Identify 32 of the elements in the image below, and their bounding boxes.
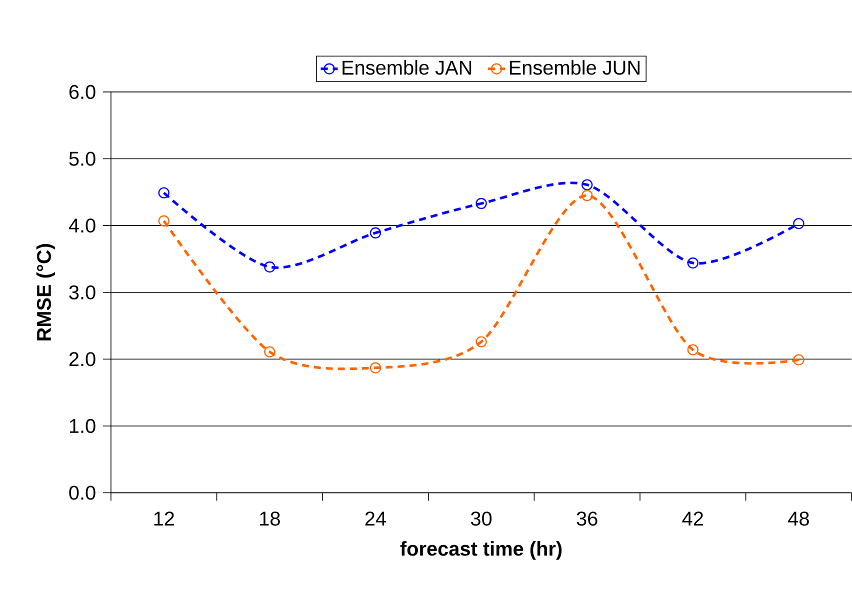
y-tick-label: 6.0 <box>69 85 96 100</box>
legend-label: Ensemble JUN <box>510 60 640 75</box>
y-tick-label: 4.0 <box>68 218 96 233</box>
point <box>793 218 804 230</box>
x-tick-label: 30 <box>470 512 492 526</box>
y-tick-label: 1.0 <box>70 419 96 434</box>
point <box>158 215 170 227</box>
x-axis-title: forecast time (hr) <box>400 541 562 560</box>
x-tick-label: 18 <box>260 512 280 526</box>
x-tick-label: 48 <box>788 512 809 526</box>
point <box>476 198 487 210</box>
y-tick-label: 3.0 <box>69 285 96 300</box>
point <box>370 362 382 374</box>
point <box>687 344 698 356</box>
point <box>264 346 276 358</box>
point <box>581 190 593 202</box>
legend-label: Ensemble JAN <box>342 60 472 75</box>
point <box>687 258 698 269</box>
y-tick-label: 2.0 <box>69 352 96 366</box>
x-tick-label: 36 <box>576 512 598 526</box>
point <box>793 354 804 366</box>
x-tick-label: 42 <box>682 512 703 526</box>
y-axis-title: RMSE (°C) <box>36 244 55 341</box>
point <box>264 262 276 273</box>
y-tick-label: 5.0 <box>69 152 96 166</box>
x-tick-label: 24 <box>365 512 386 526</box>
point <box>581 179 593 191</box>
point <box>370 227 382 239</box>
point <box>158 187 170 199</box>
y-tick-label: 0.0 <box>69 486 96 500</box>
x-tick-label: 12 <box>154 512 174 526</box>
point <box>476 336 487 348</box>
